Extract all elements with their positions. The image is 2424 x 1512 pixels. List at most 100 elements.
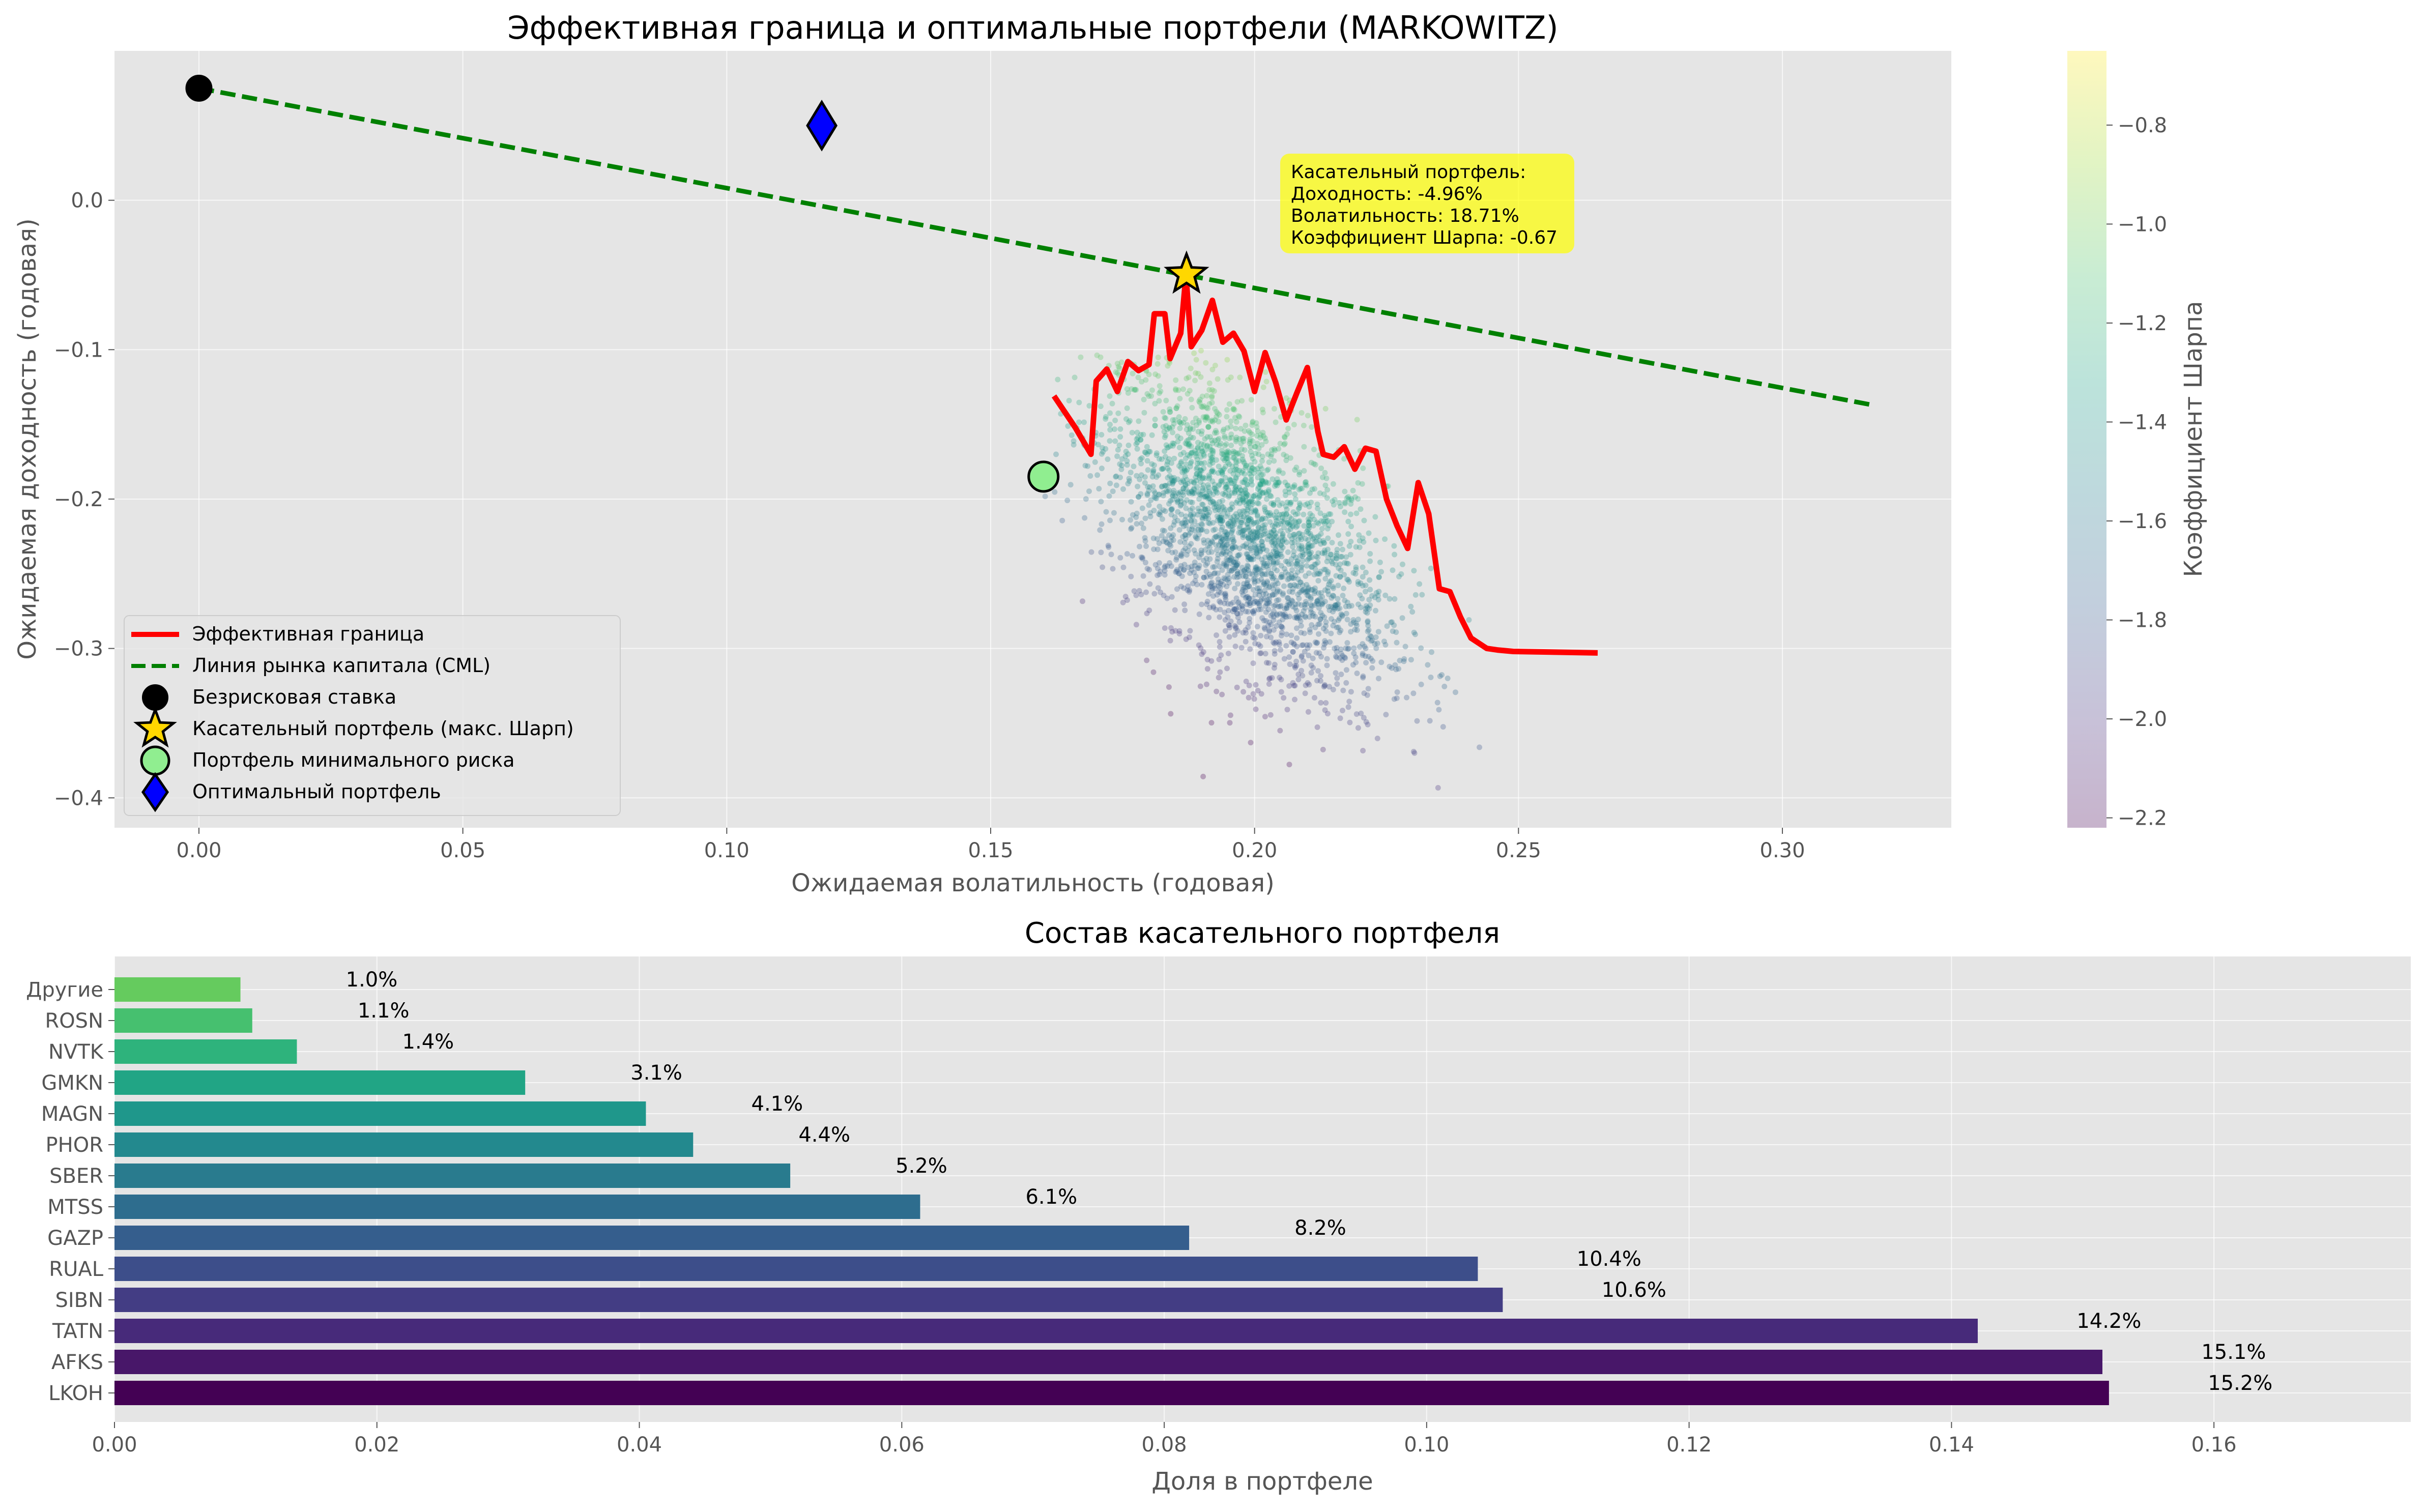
portfolio-dot	[1272, 540, 1278, 546]
portfolio-dot	[1158, 589, 1164, 595]
portfolio-dot	[1138, 460, 1144, 467]
portfolio-dot	[1259, 526, 1264, 532]
portfolio-dot	[1283, 492, 1288, 498]
portfolio-dot	[1170, 417, 1176, 423]
category-label: ROSN	[45, 1009, 103, 1033]
portfolio-dot	[1160, 409, 1166, 415]
portfolio-dot	[1166, 456, 1172, 462]
portfolio-dot	[1240, 573, 1246, 579]
portfolio-dot	[1323, 623, 1329, 629]
portfolio-dot	[1232, 606, 1238, 613]
portfolio-dot	[1322, 707, 1328, 713]
portfolio-dot	[1128, 470, 1134, 476]
portfolio-dot	[1250, 465, 1256, 471]
portfolio-dot	[1258, 482, 1264, 488]
portfolio-dot	[1214, 547, 1220, 553]
portfolio-dot	[1197, 460, 1203, 466]
portfolio-dot	[1211, 501, 1217, 507]
portfolio-dot	[1370, 658, 1376, 664]
portfolio-dot	[1292, 496, 1298, 502]
portfolio-dot	[1412, 592, 1419, 598]
portfolio-dot	[1318, 673, 1324, 679]
colorbar-tick-label: −0.8	[2118, 114, 2167, 137]
bar-rosn	[114, 1008, 252, 1033]
bottom-bars: 15.2%15.1%14.2%10.6%10.4%8.2%6.1%5.2%4.4…	[114, 968, 2272, 1405]
portfolio-dot	[1278, 647, 1284, 653]
bottom-category-labels: LKOHAFKSTATNSIBNRUALGAZPMTSSSBERPHORMAGN…	[26, 978, 114, 1405]
portfolio-dot	[1199, 501, 1205, 507]
portfolio-dot	[1191, 486, 1197, 492]
portfolio-dot	[1363, 583, 1369, 589]
portfolio-dot	[1243, 678, 1249, 684]
portfolio-dot	[1228, 515, 1234, 521]
portfolio-dot	[1268, 551, 1274, 558]
legend-optimal-swatch	[141, 772, 169, 812]
portfolio-dot	[1337, 541, 1343, 547]
portfolio-dot	[1245, 598, 1251, 604]
portfolio-dot	[1188, 396, 1194, 402]
portfolio-dot	[1291, 683, 1297, 689]
portfolio-dot	[1115, 364, 1121, 370]
portfolio-dot	[1366, 627, 1372, 633]
portfolio-dot	[1247, 468, 1253, 474]
portfolio-dot	[1099, 521, 1105, 527]
portfolio-dot	[1228, 555, 1234, 561]
portfolio-dot	[1250, 532, 1256, 538]
portfolio-dot	[1246, 527, 1252, 533]
portfolio-dot	[1283, 453, 1289, 459]
portfolio-dot	[1206, 509, 1213, 515]
category-label: SBER	[49, 1165, 103, 1188]
portfolio-dot	[1220, 581, 1226, 588]
portfolio-dot	[1083, 496, 1089, 502]
portfolio-dot	[1208, 583, 1214, 589]
portfolio-dot	[1189, 488, 1195, 495]
portfolio-dot	[1107, 393, 1113, 399]
portfolio-dot	[1271, 554, 1277, 560]
portfolio-dot	[1334, 553, 1340, 559]
portfolio-dot	[1330, 481, 1336, 487]
portfolio-dot	[1169, 481, 1175, 487]
portfolio-dot	[1223, 484, 1229, 490]
portfolio-dot	[1296, 530, 1303, 536]
portfolio-dot	[1303, 682, 1309, 688]
portfolio-dot	[1275, 480, 1281, 486]
portfolio-dot	[1345, 531, 1351, 537]
portfolio-dot	[1173, 569, 1179, 575]
portfolio-dot	[1167, 443, 1173, 449]
portfolio-dot	[1204, 492, 1210, 498]
portfolio-dot	[1218, 590, 1224, 596]
portfolio-dot	[1207, 496, 1213, 502]
portfolio-dot	[1168, 543, 1174, 549]
portfolio-dot	[1261, 596, 1267, 602]
portfolio-dot	[1211, 430, 1218, 436]
portfolio-dot	[1260, 546, 1266, 552]
portfolio-dot	[1185, 587, 1191, 593]
portfolio-dot	[1141, 410, 1147, 416]
portfolio-dot	[1226, 494, 1232, 500]
top-chart-title: Эффективная граница и оптимальные портфе…	[507, 9, 1558, 46]
portfolio-dot	[1239, 468, 1246, 474]
portfolio-dot	[1236, 619, 1243, 625]
portfolio-dot	[1247, 538, 1253, 544]
portfolio-dot	[1140, 431, 1146, 438]
portfolio-dot	[1196, 555, 1202, 561]
portfolio-dot	[1268, 501, 1275, 507]
portfolio-dot	[1193, 534, 1198, 539]
portfolio-dot	[1156, 491, 1162, 498]
portfolio-dot	[1126, 442, 1132, 448]
portfolio-dot	[1178, 460, 1184, 466]
portfolio-dot	[1193, 370, 1199, 376]
portfolio-dot	[1088, 549, 1094, 555]
portfolio-dot	[1273, 480, 1279, 485]
portfolio-dot	[1345, 561, 1351, 567]
portfolio-dot	[1348, 689, 1354, 695]
portfolio-dot	[1366, 654, 1372, 660]
portfolio-dot	[1166, 532, 1172, 538]
portfolio-dot	[1280, 514, 1286, 520]
portfolio-dot	[1192, 448, 1198, 454]
portfolio-dot	[1323, 628, 1329, 634]
portfolio-dot	[1225, 448, 1231, 454]
portfolio-dot	[1324, 487, 1331, 493]
portfolio-dot	[1218, 527, 1224, 533]
top-special-points	[185, 74, 1209, 493]
